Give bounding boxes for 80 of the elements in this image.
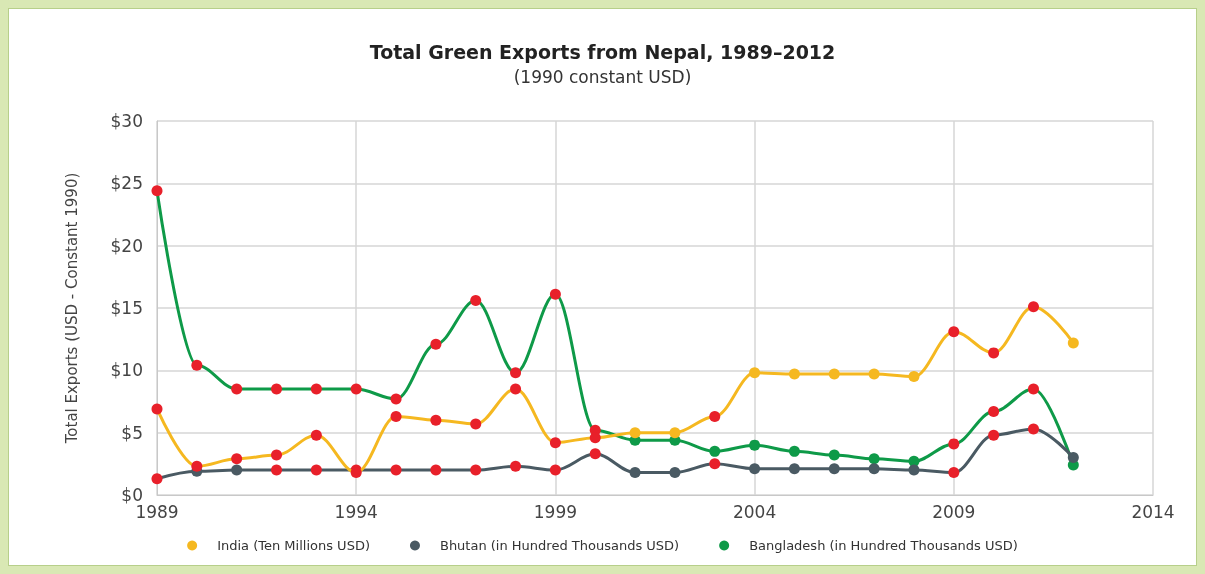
- point: [749, 439, 761, 451]
- point: [390, 410, 402, 422]
- point: [749, 367, 761, 379]
- point: [271, 464, 283, 476]
- point: [1027, 383, 1039, 395]
- point: [868, 463, 880, 475]
- point: [191, 359, 203, 371]
- point: [948, 326, 960, 338]
- point: [788, 463, 800, 475]
- point: [549, 464, 561, 476]
- point: [549, 437, 561, 449]
- point: [709, 458, 721, 470]
- point: [510, 367, 522, 379]
- point: [1027, 423, 1039, 435]
- point: [350, 383, 362, 395]
- point: [430, 414, 442, 426]
- x-tick-label: 1994: [334, 501, 378, 522]
- point: [589, 448, 601, 460]
- point: [709, 445, 721, 457]
- point: [430, 464, 442, 476]
- y-tick-label: $30: [110, 111, 143, 131]
- y-tick-label: $25: [110, 173, 143, 194]
- point: [510, 460, 522, 472]
- point: [151, 403, 163, 415]
- point: [549, 288, 561, 300]
- point: [988, 429, 1000, 441]
- x-tick-label: 2004: [732, 501, 777, 522]
- point: [749, 463, 761, 475]
- point: [788, 368, 800, 380]
- y-tick-label: $20: [110, 235, 143, 256]
- point: [868, 368, 880, 380]
- point: [868, 453, 880, 465]
- x-tick-label: 1999: [533, 501, 578, 522]
- point: [1067, 337, 1079, 349]
- point: [629, 467, 641, 479]
- point: [669, 427, 681, 439]
- legend-label: India (Ten Millions USD): [217, 538, 370, 553]
- point: [151, 185, 163, 197]
- point: [788, 445, 800, 457]
- point: [271, 449, 283, 461]
- y-tick-label: $5: [121, 422, 143, 443]
- point: [669, 467, 681, 479]
- chart-subtitle: (1990 constant USD): [513, 66, 692, 87]
- point: [390, 464, 402, 476]
- point: [271, 383, 283, 395]
- point: [988, 347, 1000, 359]
- point: [1027, 301, 1039, 313]
- point: [310, 383, 322, 395]
- legend-label: Bhutan (in Hundred Thousands USD): [439, 538, 680, 553]
- point: [908, 464, 920, 476]
- point: [390, 393, 402, 405]
- point: [191, 460, 203, 472]
- point: [948, 438, 960, 450]
- y-axis-title: Total Exports (USD - Constant 1990): [62, 172, 81, 445]
- point: [948, 467, 960, 479]
- point: [510, 383, 522, 395]
- y-tick-label: $15: [110, 298, 143, 318]
- point: [629, 427, 641, 439]
- x-tick-label: 2014: [1131, 501, 1175, 522]
- point: [470, 464, 482, 476]
- point: [231, 383, 243, 395]
- point: [470, 418, 482, 430]
- y-tick-label: $10: [110, 360, 143, 381]
- chart-title: Total Green Exports from Nepal, 1989–2012: [369, 40, 836, 63]
- point: [828, 449, 840, 461]
- point: [828, 368, 840, 380]
- point: [908, 371, 920, 383]
- point: [151, 473, 163, 485]
- legend-label: Bangladesh (in Hundred Thousands USD): [749, 538, 1018, 553]
- point: [231, 464, 243, 476]
- point: [1067, 452, 1079, 464]
- point: [470, 295, 482, 307]
- point: [231, 453, 243, 465]
- point: [828, 463, 840, 475]
- point: [310, 429, 322, 441]
- point: [988, 405, 1000, 417]
- point: [709, 410, 721, 422]
- x-tick-label: 2009: [932, 501, 976, 522]
- point: [310, 464, 322, 476]
- point: [430, 338, 442, 350]
